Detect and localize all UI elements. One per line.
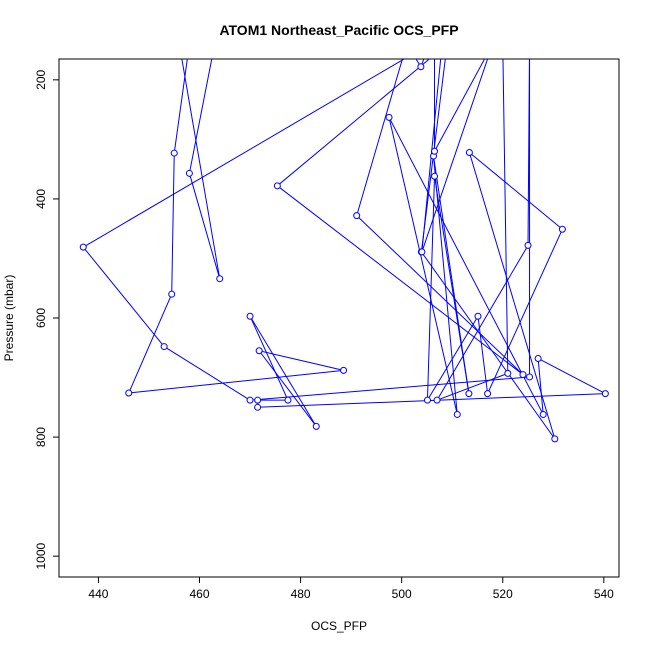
series-segment	[436, 372, 508, 401]
series-segment	[420, 59, 425, 67]
data-point	[246, 312, 254, 320]
x-axis: 440 460 480 500 520 540	[88, 577, 614, 601]
series-segment	[436, 245, 529, 401]
series-segment	[356, 59, 403, 216]
series-segment	[163, 346, 251, 401]
data-point	[340, 366, 348, 374]
series-segment	[356, 215, 524, 375]
data-point	[160, 343, 168, 351]
series-segment	[469, 152, 563, 230]
data-point	[558, 225, 566, 233]
data-point	[465, 148, 473, 156]
series-segment	[257, 393, 606, 408]
series-segment	[277, 185, 524, 375]
data-point	[519, 371, 527, 379]
data-point	[254, 396, 262, 404]
data-point	[504, 369, 512, 377]
series-segment	[468, 152, 556, 440]
data-series	[79, 59, 609, 443]
series-segment	[249, 315, 317, 427]
data-point	[417, 63, 425, 71]
data-point	[79, 243, 87, 251]
series-segment	[258, 350, 317, 427]
data-point	[353, 212, 361, 220]
data-point	[524, 241, 532, 249]
data-point	[255, 347, 263, 355]
data-point	[423, 396, 431, 404]
series-segment	[537, 358, 606, 395]
series-segment	[83, 59, 406, 248]
series-segment	[427, 315, 479, 401]
data-point	[453, 410, 461, 418]
series-segment	[188, 59, 213, 174]
y-axis-label: Pressure (mbar)	[2, 275, 16, 362]
series-segment	[181, 59, 221, 279]
x-tick-label: 480	[291, 587, 311, 601]
series-segment	[537, 358, 544, 415]
y-tick-label: 800	[34, 427, 48, 447]
y-tick-label: 400	[34, 189, 48, 209]
y-axis: 200 400 600 800 1000	[34, 70, 59, 570]
data-point	[433, 396, 441, 404]
data-point	[273, 182, 281, 190]
series-segment	[434, 176, 470, 394]
data-point	[418, 248, 426, 256]
data-point	[431, 147, 439, 155]
series-segment	[502, 59, 509, 374]
data-point	[170, 149, 178, 157]
series-segment	[171, 153, 175, 295]
series-segment	[426, 176, 436, 401]
data-point	[484, 390, 492, 398]
data-point	[526, 373, 534, 381]
plot-frame	[58, 58, 620, 578]
series-segment	[421, 59, 442, 252]
data-point	[125, 389, 133, 397]
series-segment	[415, 59, 422, 68]
data-point	[601, 390, 609, 398]
data-point	[254, 403, 262, 411]
series-segment	[82, 246, 165, 347]
x-tick-label: 520	[493, 587, 513, 601]
x-tick-label: 540	[594, 587, 614, 601]
data-point	[312, 422, 320, 430]
data-point	[465, 390, 473, 398]
data-point	[534, 354, 542, 362]
series-segment	[188, 173, 221, 279]
data-point	[385, 113, 393, 121]
series-segment	[128, 293, 173, 394]
y-tick-label: 200	[34, 70, 48, 90]
data-point	[474, 312, 482, 320]
data-point	[539, 410, 547, 418]
y-tick-label: 1000	[34, 542, 48, 569]
series-segment	[527, 59, 530, 246]
series-segment	[173, 59, 188, 154]
series-segment	[128, 369, 344, 394]
data-point	[246, 396, 254, 404]
data-point	[185, 169, 193, 177]
x-axis-label: OCS_PFP	[311, 619, 367, 633]
series-segment	[388, 117, 458, 415]
series-segment	[421, 59, 489, 253]
series-segment	[388, 117, 544, 415]
x-tick-label: 460	[189, 587, 209, 601]
data-point	[551, 435, 559, 443]
series-segment	[420, 251, 556, 440]
data-point	[431, 172, 439, 180]
chart-title: ATOM1 Northeast_Pacific OCS_PFP	[219, 22, 458, 38]
data-point	[168, 290, 176, 298]
series-segment	[250, 376, 530, 401]
x-tick-label: 440	[88, 587, 108, 601]
series-segment	[434, 59, 486, 152]
y-tick-label: 600	[34, 308, 48, 328]
series-segment	[487, 229, 563, 394]
data-point	[284, 396, 292, 404]
x-tick-label: 500	[392, 587, 412, 601]
series-segment	[249, 316, 289, 401]
data-point	[216, 275, 224, 283]
